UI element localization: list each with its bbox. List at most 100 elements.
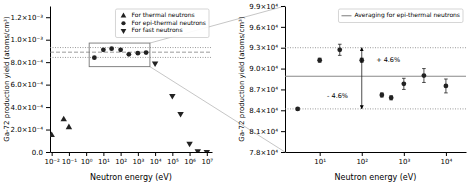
y-axis-line (50, 7, 51, 153)
x-tick-mark (207, 152, 208, 156)
series (50, 116, 72, 137)
x-tick-label: 10⁶ (184, 158, 196, 166)
x-tick-label: 10³ (398, 158, 410, 166)
error-bar-cap (422, 68, 426, 69)
y-tick-mark (281, 6, 285, 7)
y-tick-label: 9.0×10⁴ (249, 65, 278, 73)
x-tick-label: 10⁰ (81, 158, 93, 166)
zoom-box (89, 43, 150, 67)
y-tick-label: 8.7×10⁴ (249, 86, 278, 94)
y-tick-label: 9.6×10⁴ (249, 24, 278, 32)
legend-symbol (121, 29, 127, 34)
legend-label: For fast neutrons (131, 26, 182, 33)
y-tick-mark (281, 48, 285, 49)
legend-symbol (121, 21, 125, 25)
x-tick: 10⁻² (44, 152, 60, 166)
point (379, 93, 384, 98)
reference-line (285, 108, 466, 109)
y-tick: 0.0 (32, 149, 50, 157)
y-tick-mark (281, 152, 285, 153)
y-tick: 1.2×10⁻³ (11, 14, 50, 22)
error-bar-cap (444, 79, 448, 80)
y-tick: 6.0×10⁻⁴ (11, 81, 50, 89)
point (169, 94, 175, 100)
x-tick: 10² (115, 152, 127, 166)
x-tick: 10⁰ (81, 152, 93, 166)
reference-line (285, 76, 466, 77)
x-tick-label: 10² (115, 158, 127, 166)
x-tick-mark (190, 152, 191, 156)
point (195, 149, 201, 152)
point (422, 73, 427, 78)
annotation: + 4.6% (376, 56, 400, 64)
x-tick: 10⁻¹ (62, 152, 78, 166)
x-tick-mark (404, 152, 405, 156)
legend-item: For thermal neutrons (121, 11, 195, 18)
point (177, 112, 183, 118)
x-axis: 10¹10²10³10⁴ (286, 152, 467, 166)
y-tick-label: 7.8×10⁴ (249, 149, 278, 157)
y-tick: 9.0×10⁴ (249, 65, 285, 73)
series (92, 46, 149, 60)
error-bar-cap (402, 78, 406, 79)
x-tick-label: 10⁻¹ (62, 158, 78, 166)
x-tick-label: 10⁷ (201, 158, 213, 166)
point (135, 51, 140, 56)
reference-line (50, 57, 212, 58)
legend: Averaging for epi-thermal neutrons (338, 9, 463, 23)
error-bar-cap (402, 89, 406, 90)
y-tick-mark (46, 85, 50, 86)
panel: 10⁻²10⁻¹10⁰ 10¹ 10² 10³ 10⁴ 10⁵ 10⁶ 10⁷ 0.0 2.0×1… (3, 7, 213, 183)
plot-area (50, 43, 212, 152)
x-axis-title: Neutron energy (eV) (90, 173, 172, 182)
y-tick-mark (46, 107, 50, 108)
legend-symbol (121, 12, 127, 17)
x-axis-title: Neutron energy (eV) (335, 173, 417, 182)
y-tick-mark (281, 27, 285, 28)
y-tick-label: 9.9×10⁴ (249, 3, 278, 11)
point (126, 52, 131, 57)
y-tick-label: 8.1×10⁴ (249, 128, 278, 136)
x-tick: 10⁴ (150, 152, 162, 166)
error-bar-cap (444, 92, 448, 93)
x-tick: 10¹ (98, 152, 110, 166)
y-tick: 2.0×10⁻⁴ (11, 126, 50, 134)
x-axis-line (51, 152, 213, 153)
x-tick-label: 10⁴ (150, 158, 162, 166)
x-tick-mark (52, 152, 53, 156)
x-tick-label: 10¹ (98, 158, 110, 166)
error-bar (338, 44, 342, 55)
y-tick: 8.4×10⁴ (249, 107, 285, 115)
error-bar-cap (422, 82, 426, 83)
x-tick: 10² (356, 152, 368, 166)
x-tick: 10³ (133, 152, 145, 166)
error-bar (318, 58, 322, 62)
y-axis-title: Ga-72 production yield (atoms/cm³) (238, 16, 246, 142)
y-tick-mark (281, 69, 285, 70)
x-tick: 10⁵ (167, 152, 179, 166)
plot-area (285, 44, 466, 111)
error-bar (380, 93, 384, 97)
annotation: - 4.6% (327, 92, 348, 100)
legend-item: For fast neutrons (121, 26, 183, 34)
reference-line (50, 52, 212, 53)
x-tick: 10³ (398, 152, 410, 166)
x-tick: 10¹ (314, 152, 326, 166)
point (152, 61, 158, 67)
x-tick-mark (121, 152, 122, 156)
y-tick: 9.6×10⁴ (249, 24, 285, 32)
point (295, 107, 300, 112)
point (444, 84, 449, 89)
error-bar-cap (338, 55, 342, 56)
legend: For thermal neutronsFor epi-thermal neut… (115, 9, 209, 38)
y-tick-mark (46, 130, 50, 131)
x-tick-mark (138, 152, 139, 156)
series (295, 44, 448, 111)
y-tick-mark (281, 89, 285, 90)
x-tick-label: 10² (356, 158, 368, 166)
x-tick-mark (172, 152, 173, 156)
y-axis-title: Ga-72 production yield (atoms/cm³) (3, 16, 11, 142)
legend-frame (115, 9, 209, 38)
x-tick-label: 10⁵ (167, 158, 179, 166)
y-tick: 8.7×10⁴ (249, 86, 285, 94)
